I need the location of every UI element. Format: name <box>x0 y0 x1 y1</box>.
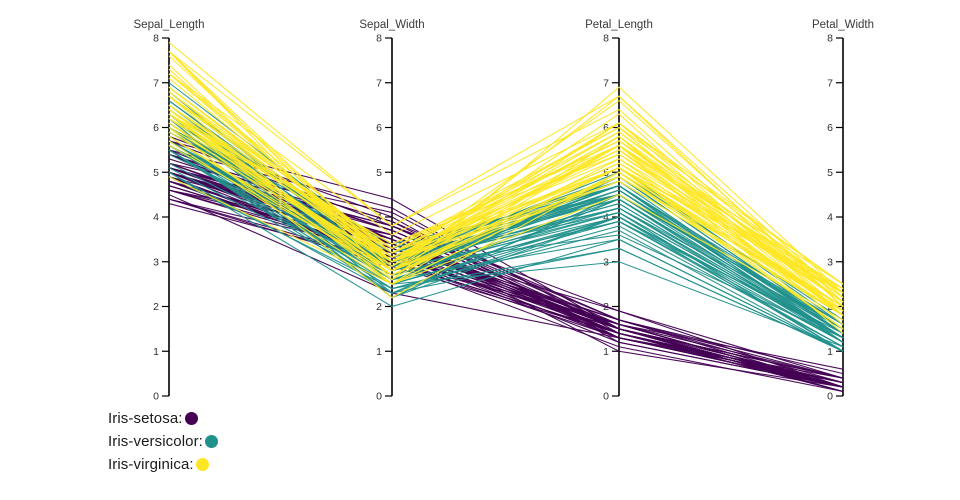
tick-label: 1 <box>376 346 382 358</box>
data-line <box>168 95 844 285</box>
tick-label: 1 <box>827 346 833 358</box>
data-line <box>168 131 844 316</box>
legend-swatch-circle <box>184 412 198 425</box>
data-line <box>168 135 844 312</box>
tick-label: 5 <box>376 167 382 179</box>
data-line <box>168 167 844 348</box>
tick-label: 0 <box>376 391 382 403</box>
tick-label: 7 <box>827 77 833 89</box>
data-line <box>168 171 844 352</box>
axis-title: Sepal_Length <box>134 19 205 31</box>
tick-label: 0 <box>603 391 609 403</box>
tick-label: 8 <box>603 33 609 45</box>
tick-label: 0 <box>827 391 833 403</box>
tick-label: 5 <box>153 167 159 179</box>
tick-label: 7 <box>153 77 159 89</box>
data-lines-group <box>168 42 844 393</box>
tick-label: 8 <box>376 33 382 45</box>
data-line <box>168 104 844 307</box>
tick-label: 4 <box>603 212 609 224</box>
tick-label: 4 <box>827 212 833 224</box>
tick-label: 6 <box>603 122 609 134</box>
data-line <box>168 109 844 299</box>
tick-label: 4 <box>153 212 159 224</box>
tick-label: 3 <box>827 256 833 268</box>
tick-label: 6 <box>153 122 159 134</box>
data-line <box>168 73 844 285</box>
axes-group: 0 1 2 3 4 5 6 7 8 Sepal_Length 0 1 2 3 4 5 6 7 8 Sepal_Widt… <box>134 19 875 403</box>
tick-label: 7 <box>603 77 609 89</box>
data-line <box>168 127 844 330</box>
data-line <box>168 176 844 321</box>
legend-swatch-circle <box>204 435 218 448</box>
legend-label: Iris-virginica: <box>108 456 194 473</box>
data-line <box>168 149 844 352</box>
tick-label: 8 <box>153 33 159 45</box>
axis-title: Petal_Width <box>812 19 874 31</box>
data-line <box>168 95 844 290</box>
tick-label: 2 <box>376 301 382 313</box>
tick-label: 2 <box>153 301 159 313</box>
tick-label: 6 <box>827 122 833 134</box>
tick-label: 1 <box>153 346 159 358</box>
legend-item-iris-virginica: Iris-virginica: <box>108 453 218 476</box>
axis-title: Sepal_Width <box>359 19 424 31</box>
legend-label: Iris-setosa: <box>108 410 183 427</box>
tick-label: 0 <box>153 391 159 403</box>
tick-label: 5 <box>827 167 833 179</box>
tick-label: 7 <box>376 77 382 89</box>
axis-title: Petal_Length <box>585 19 653 31</box>
data-line <box>168 118 844 294</box>
tick-label: 3 <box>153 256 159 268</box>
tick-label: 6 <box>376 122 382 134</box>
legend-item-iris-versicolor: Iris-versicolor: <box>108 430 218 453</box>
data-line <box>168 51 844 307</box>
tick-label: 3 <box>603 256 609 268</box>
tick-label: 1 <box>603 346 609 358</box>
tick-label: 8 <box>827 33 833 45</box>
data-line <box>168 50 844 298</box>
data-line <box>168 149 844 339</box>
legend-label: Iris-versicolor: <box>108 433 203 450</box>
legend-swatch-circle <box>195 458 209 471</box>
series-iris-virginica <box>168 42 844 334</box>
legend-item-iris-setosa: Iris-setosa: <box>108 407 218 430</box>
legend: Iris-setosa: Iris-versicolor: Iris-virgi… <box>108 407 218 476</box>
